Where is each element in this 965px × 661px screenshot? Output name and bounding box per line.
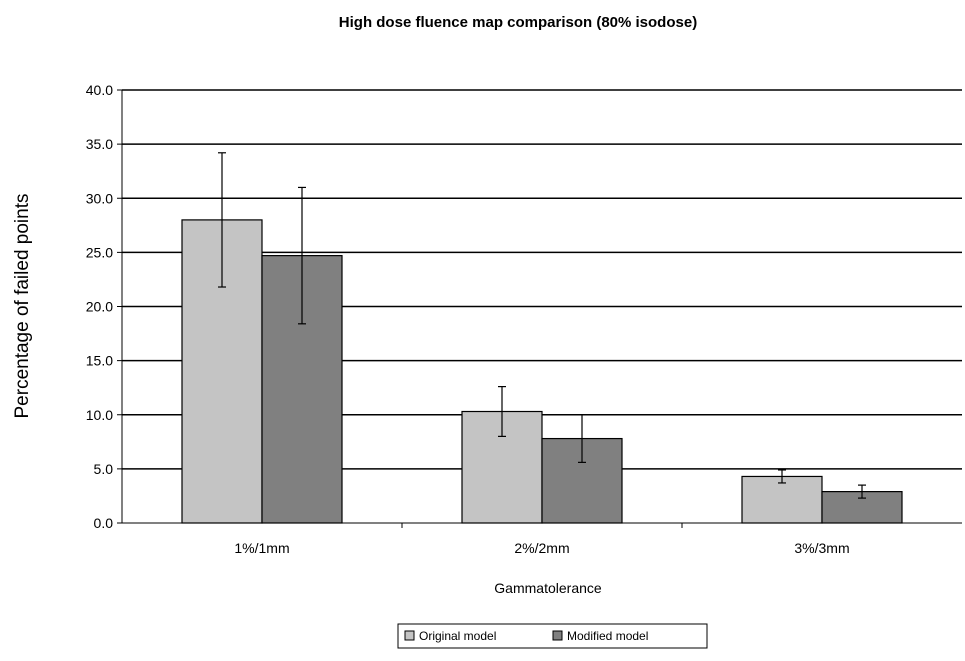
y-axis-title: Percentage of failed points bbox=[12, 194, 33, 419]
y-tick-label: 25.0 bbox=[86, 244, 113, 260]
x-axis-title: Gammatolerance bbox=[494, 580, 602, 596]
y-tick-label: 30.0 bbox=[86, 190, 113, 206]
y-tick-label: 10.0 bbox=[86, 407, 113, 423]
x-tick-label: 1%/1mm bbox=[234, 540, 289, 556]
legend: Original model Modified model bbox=[397, 623, 708, 649]
y-tick-label: 35.0 bbox=[86, 136, 113, 152]
x-tick-label: 2%/2mm bbox=[514, 540, 569, 556]
legend-swatch-original bbox=[404, 630, 415, 641]
y-tick-label: 5.0 bbox=[94, 461, 114, 477]
legend-label-modified: Modified model bbox=[567, 629, 648, 643]
bars bbox=[181, 219, 903, 524]
chart-title: High dose fluence map comparison (80% is… bbox=[339, 14, 697, 31]
x-axis-ticks: 1%/1mm 2%/2mm 3%/3mm bbox=[234, 523, 850, 556]
y-tick-label: 15.0 bbox=[86, 353, 113, 369]
y-axis-ticks: 0.0 5.0 10.0 15.0 20.0 25.0 30.0 35.0 40.0 bbox=[86, 82, 122, 531]
error-bars bbox=[218, 152, 866, 499]
y-tick-label: 40.0 bbox=[86, 82, 113, 98]
x-tick-label: 3%/3mm bbox=[794, 540, 849, 556]
legend-swatch-modified bbox=[552, 630, 563, 641]
y-tick-label: 0.0 bbox=[94, 515, 114, 531]
y-tick-label: 20.0 bbox=[86, 299, 113, 315]
legend-label-original: Original model bbox=[419, 629, 496, 643]
